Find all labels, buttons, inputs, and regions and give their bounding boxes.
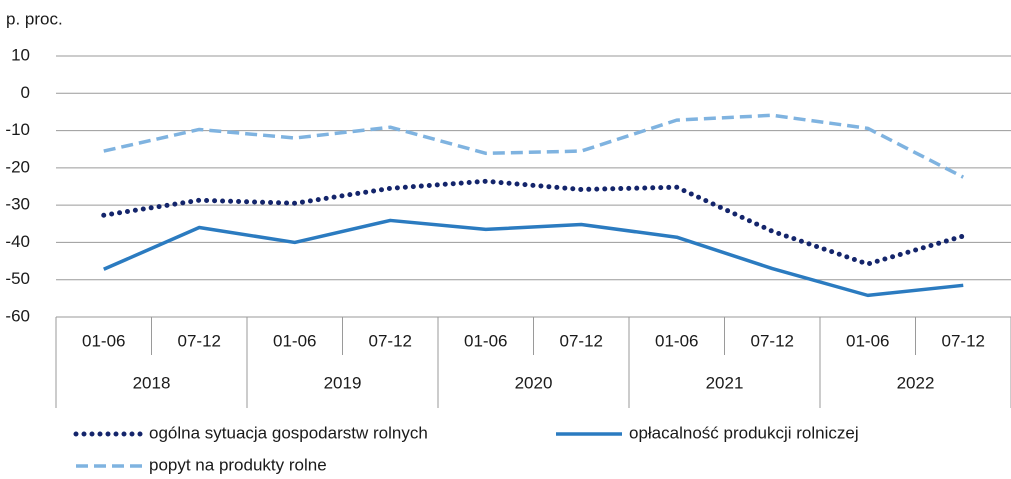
y-tick-label: -50 [5,269,30,288]
y-tick-label: -60 [5,306,30,325]
x-tick-label: 07-12 [942,331,985,350]
y-tick-label: -10 [5,120,30,139]
y-axis-label: p. proc. [6,9,63,28]
x-group-label: 2018 [133,373,171,392]
y-tick-label: 10 [11,45,30,64]
x-tick-label: 07-12 [178,331,221,350]
y-tick-label: 0 [21,83,30,102]
x-tick-label: 01-06 [846,331,889,350]
x-tick-label: 01-06 [82,331,125,350]
series-line [103,218,964,298]
x-tick-label: 01-06 [273,331,316,350]
y-tick-label: -20 [5,157,30,176]
x-tick-label: 01-06 [464,331,507,350]
legend-label: opłacalność produkcji rolniczej [629,423,859,442]
x-tick-label: 01-06 [655,331,698,350]
x-group-label: 2022 [897,373,935,392]
x-tick-label: 07-12 [751,331,794,350]
y-tick-label: -30 [5,195,30,214]
x-tick-label: 07-12 [369,331,412,350]
legend-label: ogólna sytuacja gospodarstw rolnych [149,423,428,442]
y-tick-label: -40 [5,232,30,251]
x-tick-label: 07-12 [560,331,603,350]
legend-label: popyt na produkty rolne [149,455,327,474]
series-line [101,178,966,267]
x-group-label: 2019 [324,373,362,392]
x-group-label: 2020 [515,373,553,392]
x-group-label: 2021 [706,373,744,392]
series-line [103,113,965,179]
